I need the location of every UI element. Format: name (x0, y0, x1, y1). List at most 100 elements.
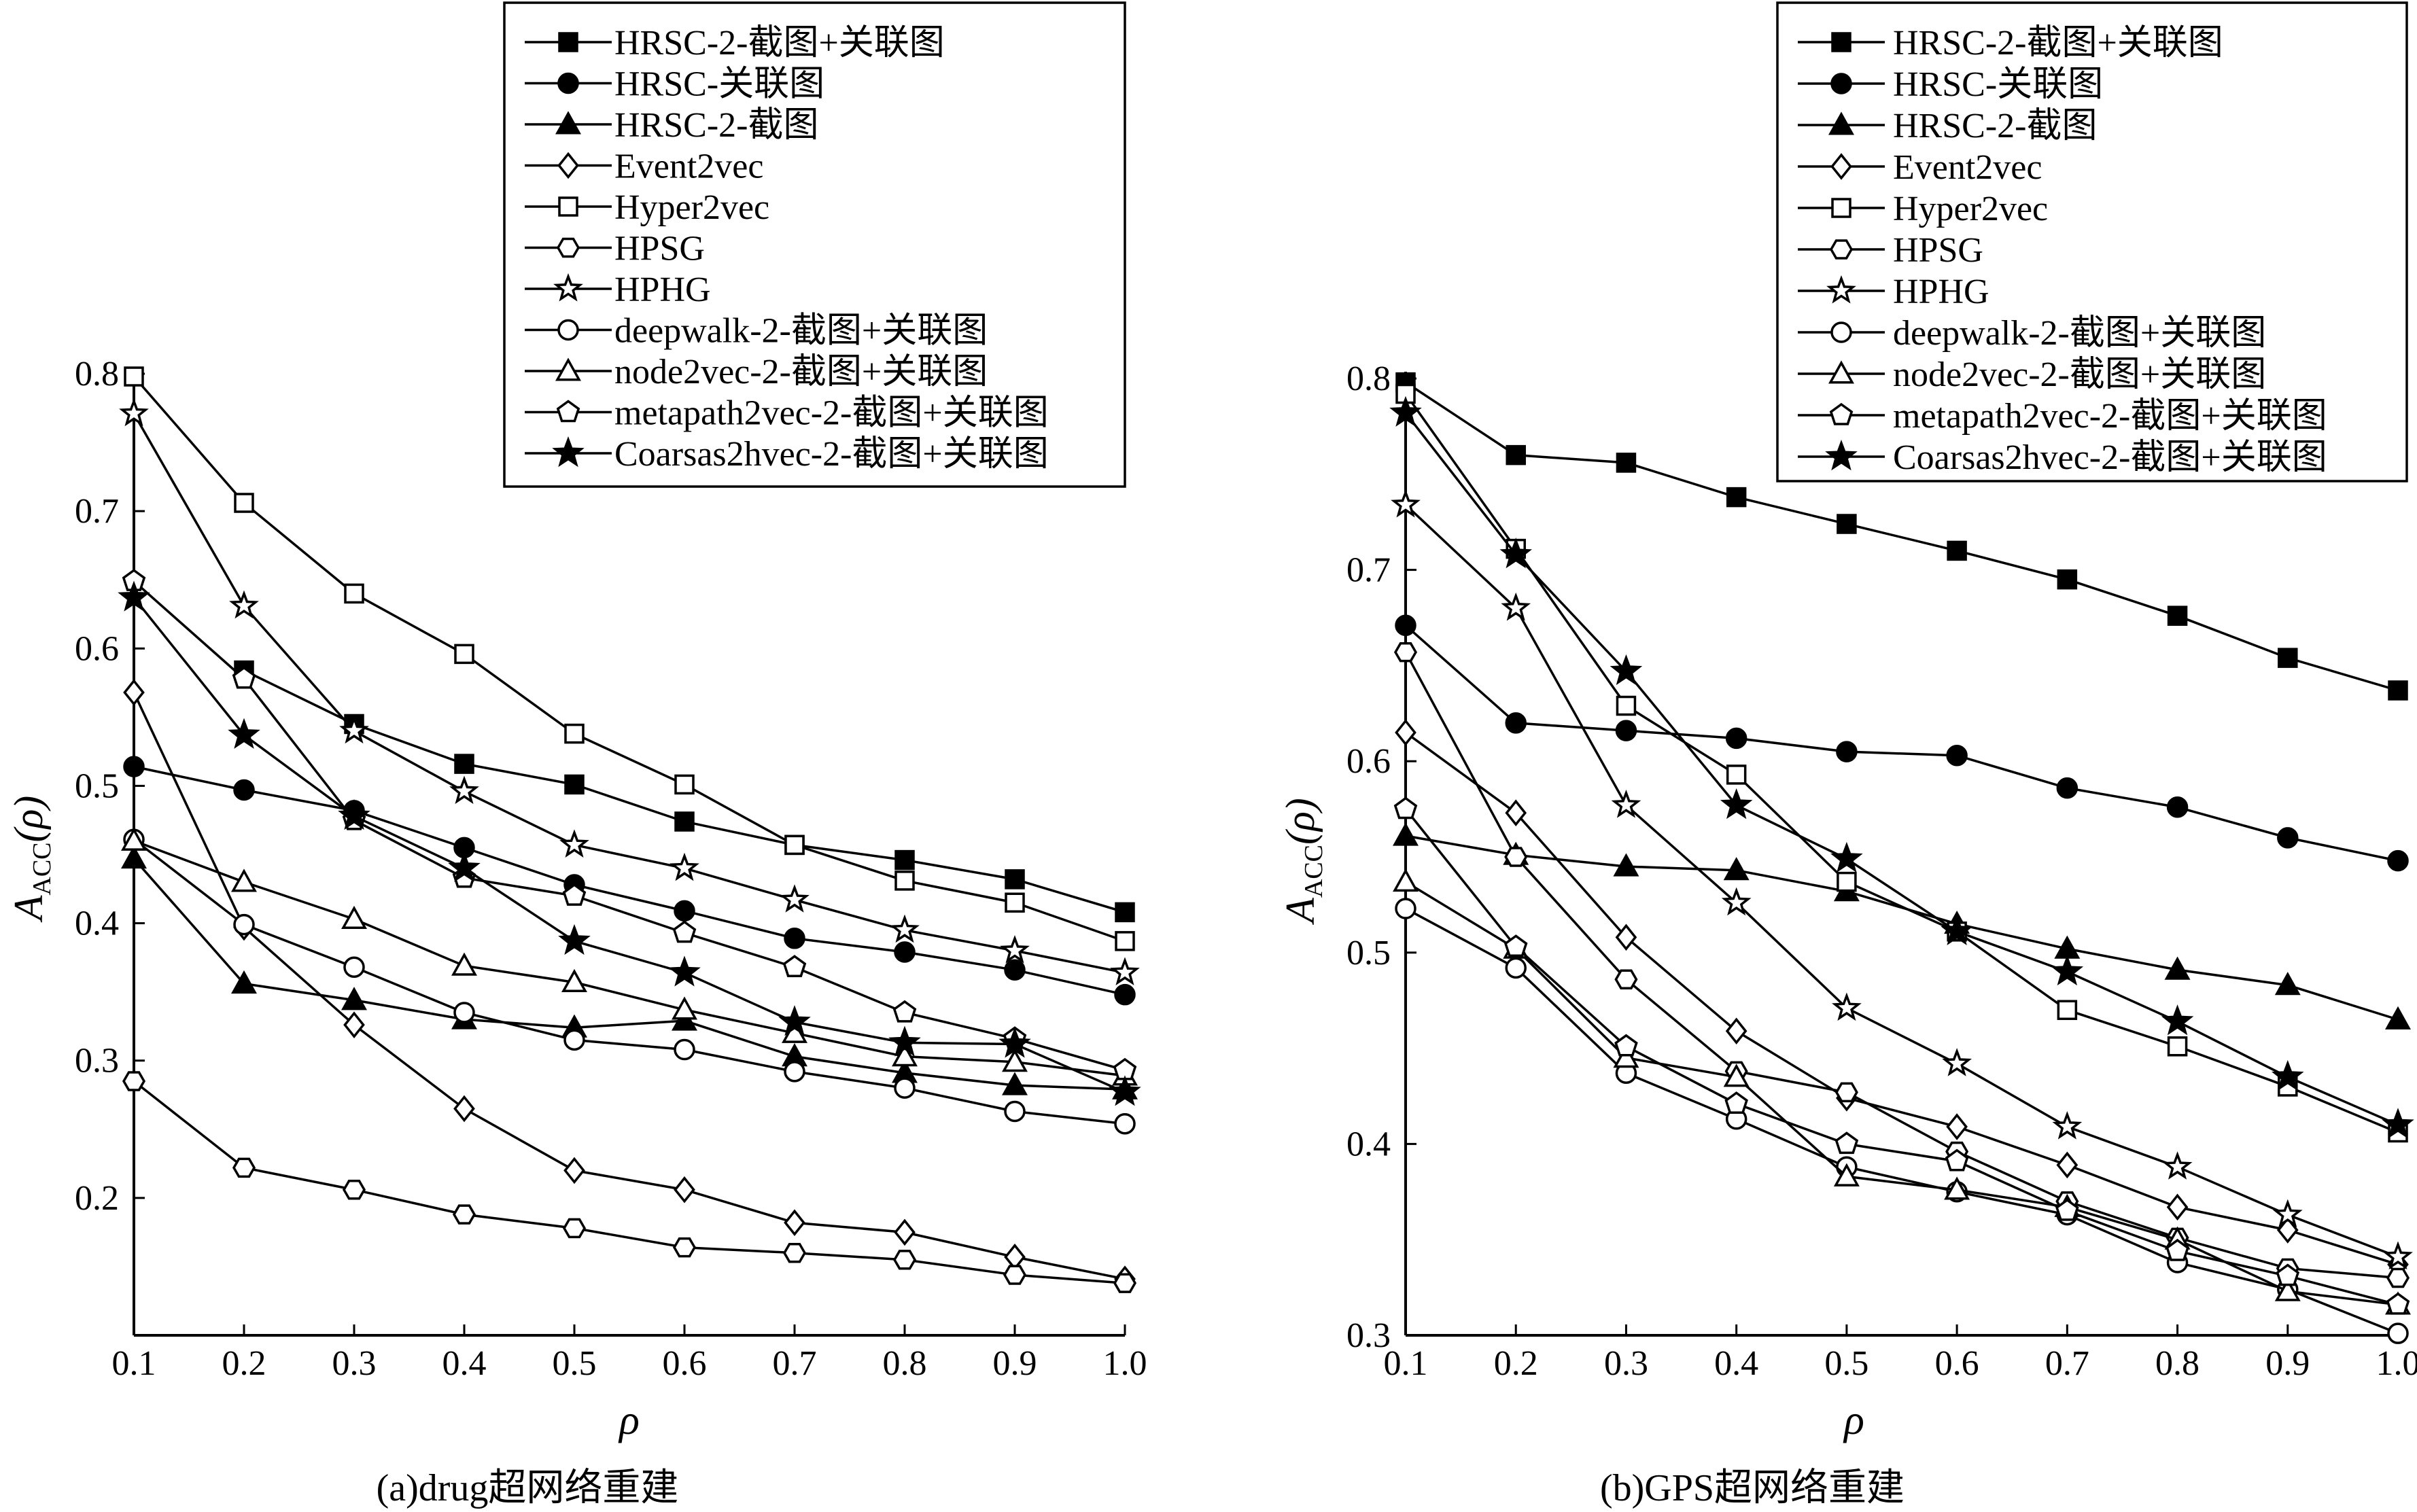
data-point-marker (1005, 869, 1025, 890)
data-point-marker (124, 366, 144, 387)
data-point-marker (451, 952, 477, 976)
data-point-marker (2051, 954, 2084, 986)
data-point-marker (1504, 847, 1528, 867)
legend-marker (553, 273, 583, 302)
data-point-marker (784, 1209, 805, 1237)
data-point-marker (894, 849, 915, 871)
legend-marker (1830, 153, 1852, 180)
data-point-marker (1393, 796, 1418, 820)
series-10 (118, 580, 1141, 1106)
x-axis-title: ρ (618, 1397, 640, 1443)
x-tick-label: 0.3 (1604, 1344, 1648, 1383)
data-point-marker (894, 1218, 916, 1246)
x-tick-label: 0.1 (1384, 1344, 1428, 1383)
data-point-marker (1723, 857, 1750, 881)
data-point-marker (1615, 720, 1637, 741)
y-tick-label: 0.3 (75, 1042, 119, 1080)
data-point-marker (2272, 1199, 2303, 1228)
data-point-marker (453, 1002, 475, 1023)
data-point-marker (343, 956, 365, 979)
series-line (1404, 412, 2399, 1126)
y-tick-label: 0.4 (75, 904, 119, 943)
x-axis-title: ρ (1843, 1397, 1864, 1443)
data-point-marker (2052, 1111, 2083, 1140)
data-point-marker (672, 996, 697, 1020)
x-tick-label: 0.3 (332, 1344, 377, 1383)
data-point-marker (1505, 957, 1527, 979)
legend-marker (558, 32, 578, 52)
series-6 (119, 398, 1140, 985)
data-point-marker (2387, 849, 2409, 872)
data-point-marker (2385, 1006, 2411, 1030)
legend-label: metapath2vec-2-截图+关联图 (1893, 397, 2327, 436)
data-point-marker (121, 845, 147, 869)
data-point-marker (1002, 1049, 1028, 1072)
data-point-marker (894, 941, 916, 963)
data-point-marker (1114, 1112, 1136, 1135)
figure-caption: (b)GPS超网络重建 (1600, 1467, 1905, 1509)
legend: HRSC-2-截图+关联图HRSC-关联图HRSC-2-截图Event2vecH… (503, 1, 1126, 488)
data-point-marker (2166, 796, 2189, 818)
series-line (133, 838, 1126, 1125)
data-point-marker (123, 679, 145, 706)
legend-label: HPHG (1893, 272, 1989, 311)
data-point-marker (780, 884, 810, 913)
x-tick-label: 0.4 (1714, 1344, 1758, 1383)
series-line (133, 839, 1126, 1077)
data-point-marker (562, 883, 587, 906)
series-6 (1391, 489, 2413, 1270)
legend-marker (555, 111, 581, 135)
series-line (1404, 808, 2399, 1306)
series-1 (123, 756, 1136, 1006)
series-5 (1393, 641, 2410, 1288)
data-point-marker (563, 1157, 585, 1184)
series-9 (122, 569, 1137, 1080)
data-point-marker (1724, 1091, 1748, 1114)
series-line (133, 580, 1126, 1072)
y-tick-label: 0.6 (1346, 742, 1391, 781)
data-point-marker (892, 1250, 917, 1270)
legend-marker (1825, 440, 1858, 471)
x-tick-label: 0.2 (222, 1344, 266, 1383)
data-point-marker (2056, 777, 2079, 799)
x-tick-label: 1.0 (2376, 1344, 2417, 1383)
data-point-marker (2382, 1108, 2414, 1139)
data-point-marker (2167, 605, 2188, 626)
data-point-marker (564, 723, 585, 744)
series-line (133, 375, 1126, 943)
legend-label: HRSC-2-截图+关联图 (1893, 24, 2223, 63)
series-line (133, 412, 1126, 974)
data-point-marker (674, 1038, 695, 1061)
data-point-marker (1833, 1163, 1860, 1186)
series-3 (123, 679, 1136, 1293)
legend-marker (557, 319, 579, 341)
data-point-marker (232, 666, 256, 689)
legend-marker (557, 152, 579, 179)
series-line (133, 858, 1126, 1091)
data-point-marker (1613, 853, 1639, 877)
data-point-marker (2161, 1004, 2194, 1036)
data-point-marker (1004, 1100, 1026, 1123)
data-point-marker (1506, 444, 1526, 465)
data-point-marker (1837, 514, 1857, 534)
data-point-marker (1947, 540, 1967, 561)
data-point-marker (2167, 1036, 2188, 1057)
data-point-marker (674, 811, 695, 832)
series-line (133, 692, 1126, 1280)
data-point-marker (342, 1179, 366, 1200)
series-4 (124, 366, 1135, 951)
data-point-marker (1942, 1048, 1972, 1076)
data-point-marker (1616, 695, 1637, 716)
data-point-marker (233, 913, 255, 936)
data-point-marker (782, 1242, 807, 1263)
legend-marker (558, 196, 578, 217)
y-tick-label: 0.8 (75, 355, 119, 393)
data-point-marker (2166, 1193, 2189, 1221)
series-line (133, 597, 1126, 1093)
data-point-marker (1109, 1075, 1141, 1106)
series-line (1405, 834, 2399, 1021)
data-point-marker (1941, 914, 1973, 946)
y-tick-label: 0.5 (75, 767, 119, 805)
data-point-marker (563, 1029, 585, 1051)
legend-marker (1830, 73, 1852, 94)
